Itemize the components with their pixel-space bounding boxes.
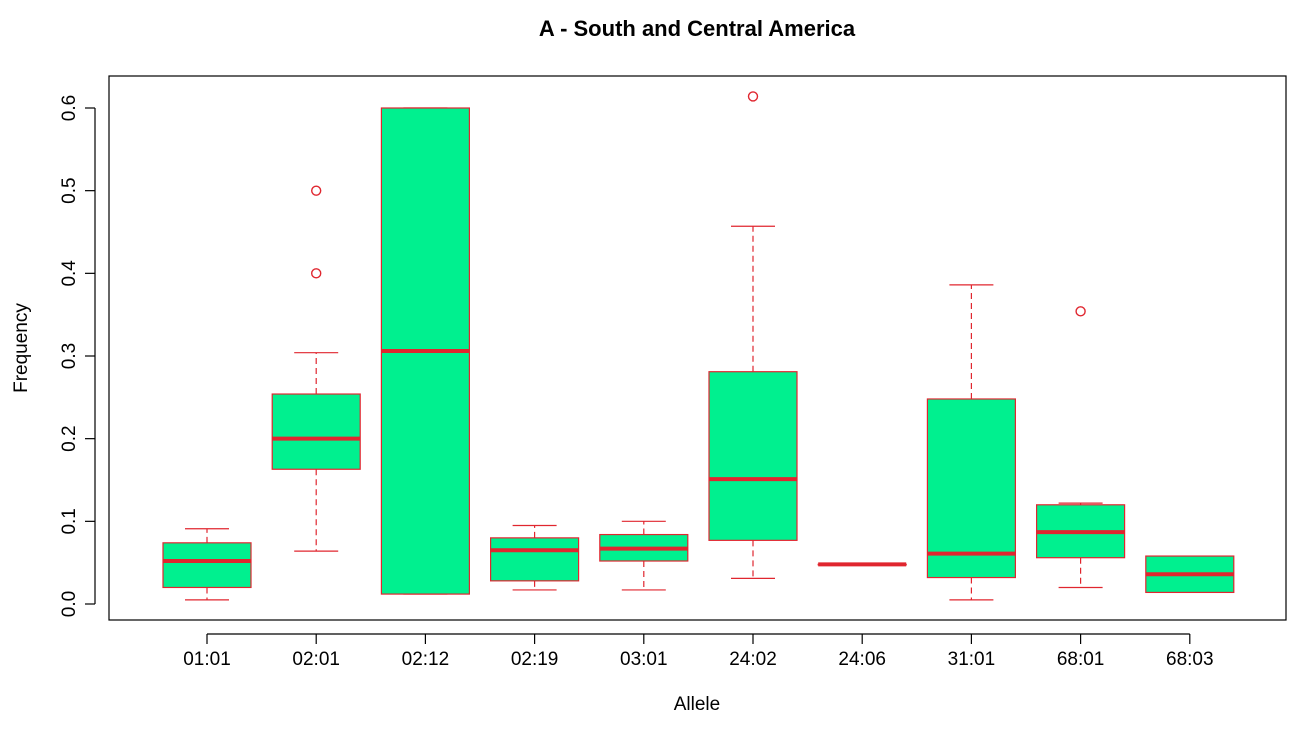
x-tick-label: 68:03 — [1166, 649, 1214, 670]
box-iqr — [162, 542, 252, 589]
box-68-03 — [1145, 555, 1235, 594]
x-axis-label: Allele — [674, 694, 720, 715]
box-iqr — [708, 371, 798, 541]
box-01-01 — [162, 528, 252, 601]
outlier-point — [311, 185, 322, 196]
box-24-06 — [817, 562, 907, 567]
x-tick-label: 31:01 — [948, 649, 996, 670]
y-tick-label: 0.4 — [59, 260, 80, 287]
y-tick-label: 0.5 — [59, 177, 80, 203]
box-68-01 — [1035, 306, 1126, 589]
box-03-01 — [599, 520, 689, 591]
box-02-12 — [380, 107, 470, 595]
box-24-02 — [708, 91, 798, 579]
y-axis: 0.0 0.1 0.2 0.3 0.4 0.5 0.6 — [59, 95, 96, 617]
x-tick-label: 68:01 — [1057, 649, 1105, 670]
box-iqr — [926, 398, 1017, 579]
x-tick-label: 02:01 — [292, 649, 340, 670]
box-iqr — [490, 537, 580, 582]
x-tick-label: 03:01 — [620, 649, 668, 670]
x-axis: 01:01 02:01 02:12 02:19 03:01 24:02 24:06 31:01… — [183, 633, 1214, 670]
x-tick-label: 02:19 — [511, 649, 559, 670]
box-31-01 — [926, 284, 1017, 601]
y-tick-label: 0.1 — [59, 508, 80, 534]
outlier-point — [747, 91, 759, 102]
box-02-19 — [490, 524, 580, 591]
y-tick-label: 0.0 — [59, 591, 80, 617]
boxes-layer — [162, 91, 1235, 601]
x-tick-label: 24:06 — [838, 649, 886, 670]
x-tick-label: 02:12 — [402, 649, 450, 670]
x-tick-label: 24:02 — [729, 649, 777, 670]
box-iqr — [271, 393, 361, 470]
outlier-point — [311, 268, 322, 279]
box-02-01 — [271, 185, 361, 552]
y-tick-label: 0.3 — [59, 343, 80, 369]
x-tick-label: 01:01 — [183, 649, 231, 670]
y-tick-label: 0.6 — [59, 95, 80, 121]
chart-title: A - South and Central America — [539, 16, 856, 41]
plot-frame — [108, 75, 1287, 621]
y-tick-label: 0.2 — [59, 425, 80, 451]
outlier-point — [1075, 306, 1086, 317]
y-axis-label: Frequency — [11, 303, 32, 393]
